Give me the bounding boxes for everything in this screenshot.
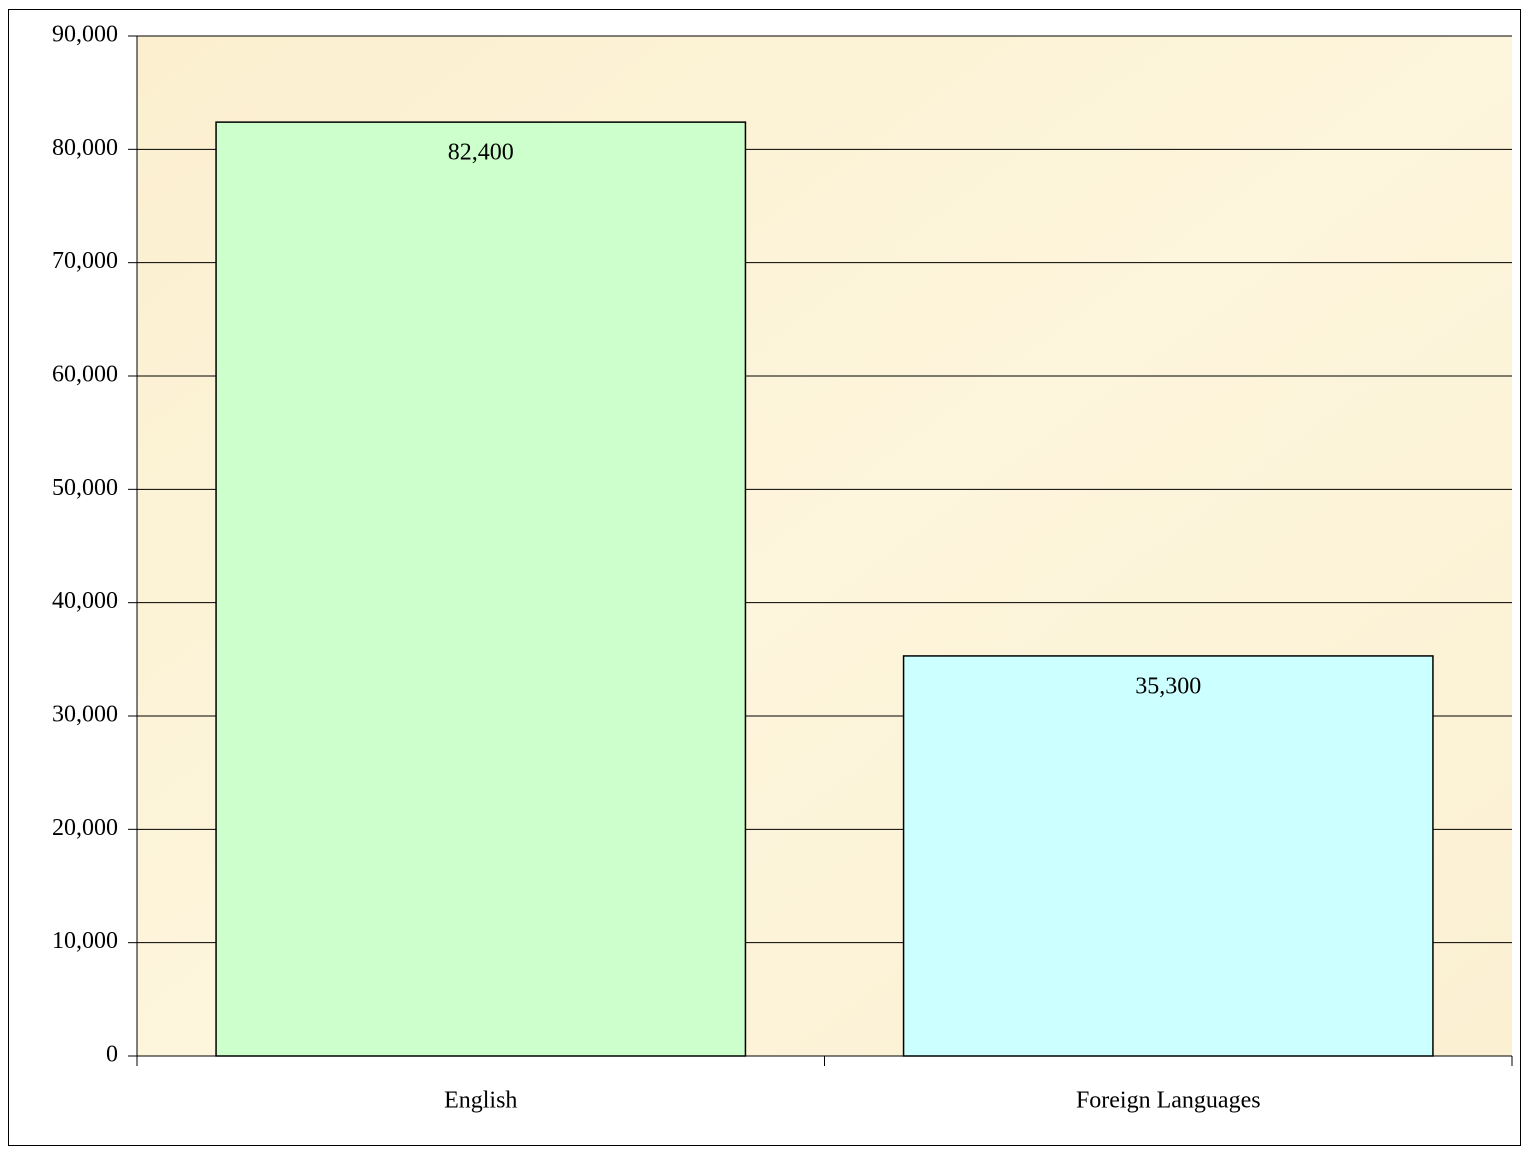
- y-tick-label: 50,000: [52, 475, 118, 501]
- y-tick-label: 0: [106, 1042, 118, 1068]
- y-tick-label: 10,000: [52, 928, 118, 954]
- y-tick-label: 80,000: [52, 135, 118, 161]
- y-tick-label: 30,000: [52, 702, 118, 728]
- data-label: 35,300: [1135, 673, 1201, 699]
- x-tick-label: Foreign Languages: [1076, 1088, 1261, 1114]
- bar: [215, 121, 747, 1057]
- y-tick-label: 90,000: [52, 22, 118, 48]
- y-tick-label: 20,000: [52, 815, 118, 841]
- bar: [902, 655, 1434, 1057]
- x-tick-label: English: [444, 1088, 517, 1114]
- y-tick-label: 60,000: [52, 362, 118, 388]
- y-tick-label: 70,000: [52, 248, 118, 274]
- y-tick-label: 40,000: [52, 588, 118, 614]
- data-label: 82,400: [448, 140, 514, 166]
